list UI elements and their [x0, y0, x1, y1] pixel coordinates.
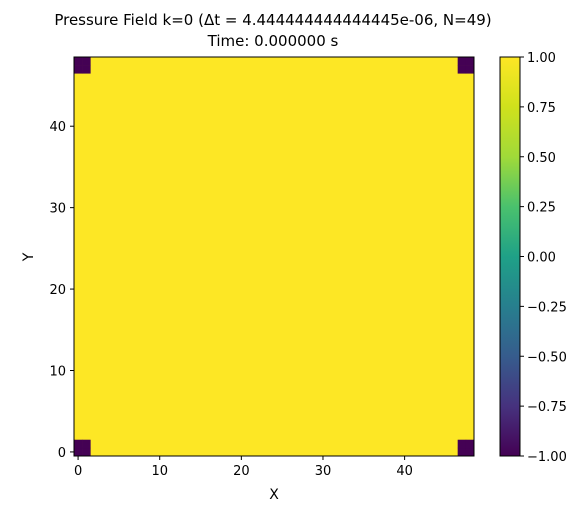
x-tick-label: 40 — [396, 464, 413, 479]
colorbar-tick-label: −0.50 — [527, 350, 567, 365]
heatmap-cell — [74, 65, 83, 74]
x-tick-label: 30 — [315, 464, 332, 479]
y-tick-label: 30 — [49, 202, 66, 217]
y-tick-label: 20 — [49, 283, 66, 298]
x-tick-label: 0 — [74, 464, 82, 479]
x-axis: 0 10 20 30 40 — [74, 456, 413, 479]
heatmap-cell — [465, 65, 475, 74]
x-tick-label: 10 — [151, 464, 168, 479]
colorbar-tick-label: −0.25 — [527, 300, 567, 315]
y-tick-label: 10 — [49, 365, 66, 380]
colorbar — [500, 57, 520, 456]
heatmap-cell — [465, 447, 475, 457]
y-tick-label: 0 — [58, 446, 66, 461]
heatmap-cell — [457, 57, 467, 66]
heatmap-cell — [74, 57, 83, 66]
heatmap-cell — [82, 439, 91, 449]
heatmap-cell — [465, 57, 475, 66]
plot-frame — [73, 56, 475, 457]
heatmap-cell — [457, 65, 467, 74]
y-axis-label: Y — [21, 252, 37, 262]
chart-subtitle: Time: 0.000000 s — [207, 32, 339, 50]
colorbar-tick-label: −0.75 — [527, 400, 567, 415]
heatmap-cell — [465, 439, 475, 449]
colorbar-tick-label: 1.00 — [527, 51, 556, 66]
heatmap-cell — [457, 439, 467, 449]
chart-title: Pressure Field k=0 (Δt = 4.4444444444444… — [54, 11, 492, 29]
heatmap-cell — [82, 57, 91, 66]
colorbar-axis: 1.00 0.75 0.50 0.25 0.00 −0.25 −0.50 −0.75 −1.00 — [520, 51, 567, 465]
heatmap-cell — [82, 447, 91, 457]
colorbar-tick-label: −1.00 — [527, 450, 567, 465]
heatmap-cell — [82, 65, 91, 74]
y-axis: 0 10 20 30 40 — [49, 120, 74, 461]
y-tick-label: 40 — [49, 120, 66, 135]
x-tick-label: 20 — [233, 464, 250, 479]
heatmap-cell — [457, 447, 467, 457]
colorbar-tick-label: 0.75 — [527, 101, 556, 116]
x-axis-label: X — [269, 487, 279, 503]
colorbar-tick-label: 0.50 — [527, 151, 556, 166]
colorbar-tick-label: 0.00 — [527, 251, 556, 266]
heatmap-cell — [74, 447, 83, 457]
heatmap-background-cells — [74, 57, 474, 456]
heatmap-cell — [74, 439, 83, 449]
heatmap-cells — [74, 57, 475, 457]
colorbar-tick-label: 0.25 — [527, 201, 556, 216]
